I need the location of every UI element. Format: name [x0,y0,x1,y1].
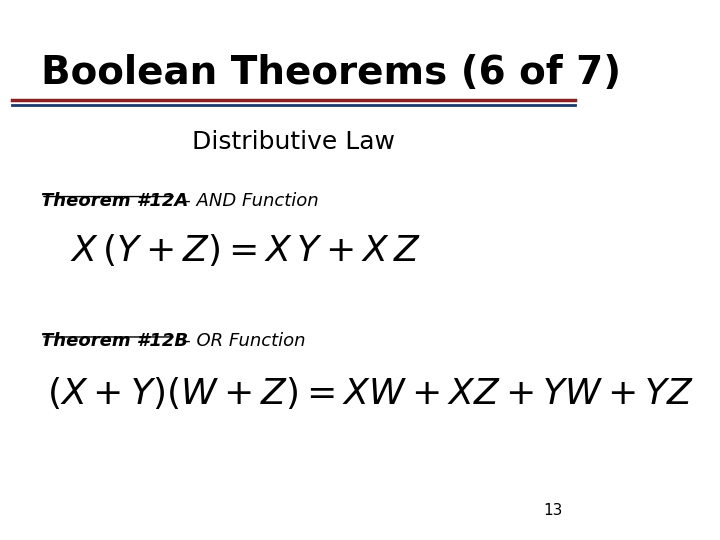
Text: $(X + Y)(W + Z) = XW + XZ + YW + YZ$: $(X + Y)(W + Z) = XW + XZ + YW + YZ$ [47,375,694,411]
Text: $X\,(Y + Z) = X\,Y + X\,Z$: $X\,(Y + Z) = X\,Y + X\,Z$ [71,232,421,268]
Text: 13: 13 [544,503,563,518]
Text: Theorem #12A: Theorem #12A [41,192,189,210]
Text: Theorem #12B: Theorem #12B [41,332,188,350]
Text: – OR Function: – OR Function [176,332,305,350]
Text: Boolean Theorems (6 of 7): Boolean Theorems (6 of 7) [41,54,621,92]
Text: Distributive Law: Distributive Law [192,130,395,153]
Text: – AND Function: – AND Function [176,192,318,210]
